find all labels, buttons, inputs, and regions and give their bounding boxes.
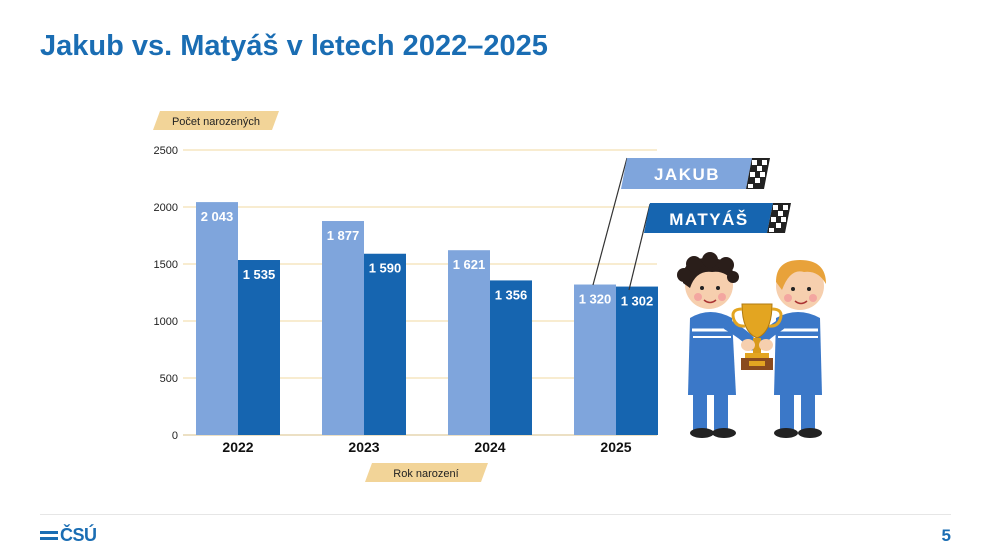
bar-jakub-2022: [196, 202, 238, 435]
matyas-flag-pole: [628, 203, 651, 291]
bar-matyas-2022: [238, 260, 280, 435]
x-tick-label: 2024: [474, 439, 505, 455]
right-kid-icon: [752, 260, 826, 438]
y-tick-label: 2000: [154, 202, 178, 214]
bar-value-label: 1 356: [495, 287, 528, 302]
bar-jakub-2024: [448, 250, 490, 435]
bar-value-label: 1 535: [243, 267, 276, 282]
x-tick-label: 2023: [348, 439, 379, 455]
legend-label-jakub: JAKUB: [654, 165, 720, 184]
y-axis-label-tag: Počet narozených: [153, 111, 279, 130]
bar-value-label: 2 043: [201, 209, 234, 224]
bar-value-label: 1 302: [621, 294, 654, 309]
trophy-icon: [731, 303, 783, 370]
jakub-flag-pole: [592, 157, 628, 286]
page-number: 5: [941, 526, 951, 545]
y-tick-label: 0: [172, 430, 178, 442]
kids-trophy-illustration: [677, 252, 826, 438]
x-axis-label-tag: Rok narození: [365, 463, 488, 482]
legend-item-matyas: MATYÁŠ: [644, 203, 791, 233]
checkered-flag-icon: [767, 203, 791, 233]
x-axis-label: Rok narození: [393, 468, 458, 480]
logo-lines-icon: [40, 531, 58, 540]
x-tick-label: 2025: [600, 439, 631, 455]
logo-text: ČSÚ: [60, 525, 97, 545]
x-tick-label: 2022: [222, 439, 253, 455]
bar-value-label: 1 877: [327, 228, 360, 243]
footer-divider: [40, 514, 951, 515]
bar-matyas-2025: [616, 286, 658, 435]
y-tick-label: 2500: [154, 145, 178, 157]
y-tick-label: 500: [160, 373, 178, 385]
left-kid-icon: [677, 252, 758, 438]
y-tick-label: 1500: [154, 259, 178, 271]
y-tick-label: 1000: [154, 316, 178, 328]
legend-label-matyas: MATYÁŠ: [669, 210, 749, 229]
y-axis-label: Počet narozených: [172, 116, 260, 128]
legend: JAKUB MATYÁŠ: [592, 157, 791, 291]
bar-jakub-2023: [322, 221, 364, 435]
bar-value-label: 1 621: [453, 257, 486, 272]
bar-matyas-2023: [364, 253, 406, 435]
legend-item-jakub: JAKUB: [621, 158, 770, 189]
bar-matyas-2024: [490, 280, 532, 435]
bar-value-label: 1 590: [369, 261, 402, 276]
bar-value-label: 1 320: [579, 292, 612, 307]
slide-title: Jakub vs. Matyáš v letech 2022–2025: [40, 30, 548, 62]
checkered-flag-icon: [746, 158, 770, 189]
bar-jakub-2025: [574, 284, 616, 435]
csu-logo: ČSÚ: [40, 525, 97, 546]
